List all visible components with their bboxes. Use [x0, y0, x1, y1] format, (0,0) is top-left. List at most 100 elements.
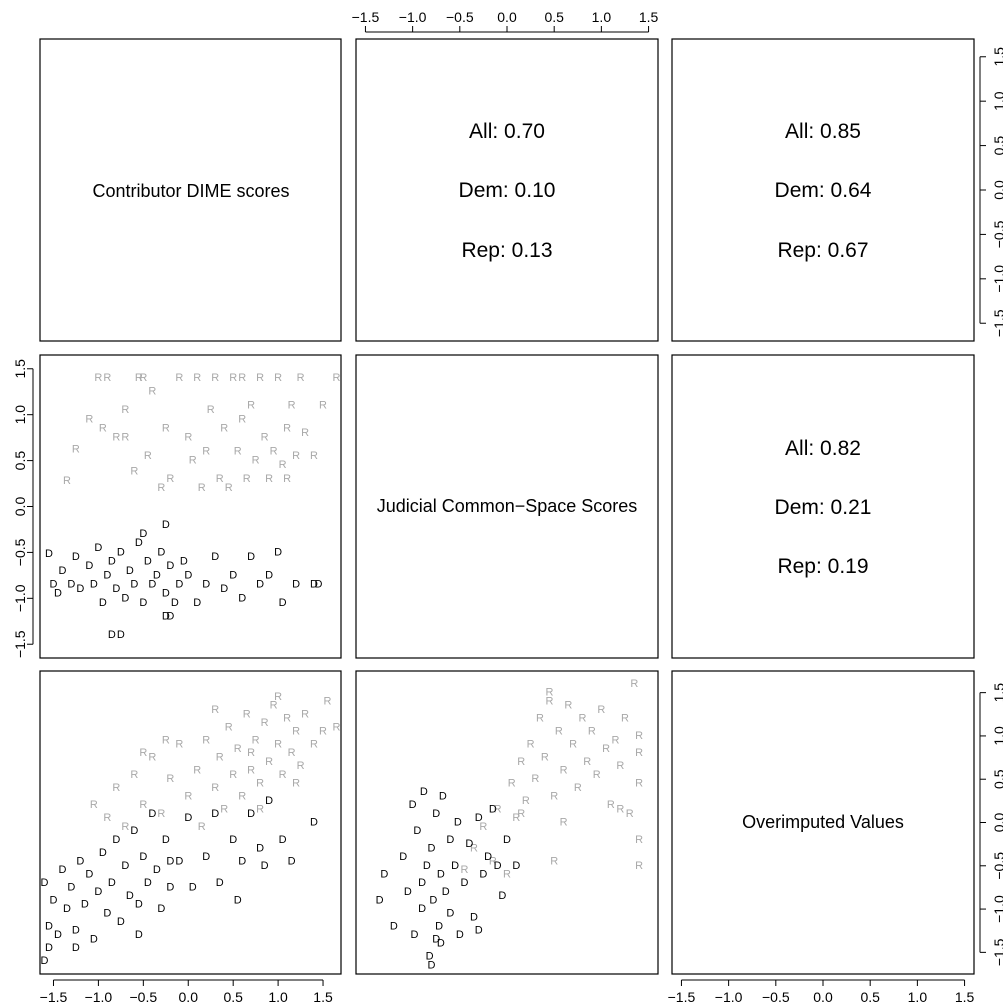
point-rep-p2-13: R	[541, 752, 549, 764]
point-rep-p2-12: R	[536, 713, 544, 725]
point-dem-p2-37: D	[428, 959, 436, 971]
point-rep-p0-22: R	[211, 372, 219, 384]
point-dem-p1-42: D	[279, 834, 287, 846]
point-dem-p0-21: D	[148, 579, 156, 591]
point-dem-p1-4: D	[59, 864, 67, 876]
point-dem-p2-15: D	[432, 808, 440, 820]
point-dem-p0-11: D	[103, 569, 111, 581]
point-rep-p0-29: R	[243, 473, 251, 485]
panel-r2-c2	[671, 670, 975, 975]
point-dem-p0-9: D	[94, 542, 102, 554]
point-rep-p2-34: R	[635, 834, 643, 846]
point-dem-p0-18: D	[135, 537, 143, 549]
point-rep-p1-35: R	[310, 739, 318, 751]
point-rep-p1-11: R	[193, 765, 201, 777]
point-dem-p1-3: D	[54, 929, 62, 941]
tick-label-bottom-c2-5: 1.0	[908, 989, 928, 1005]
point-rep-p0-4: R	[99, 423, 107, 435]
point-dem-p2-16: D	[435, 920, 443, 932]
point-rep-p0-24: R	[220, 423, 228, 435]
point-dem-p0-27: D	[175, 579, 183, 591]
point-rep-p0-12: R	[148, 386, 156, 398]
point-rep-p1-14: R	[211, 782, 219, 794]
point-rep-p1-1: R	[103, 812, 111, 824]
point-rep-p2-17: R	[560, 765, 568, 777]
tick-label-right-r0-4: 0.5	[991, 136, 1003, 156]
point-dem-p2-32: D	[489, 804, 497, 816]
point-rep-p1-5: R	[139, 799, 147, 811]
point-rep-p2-25: R	[597, 704, 605, 716]
tick-label-right-r0-5: 1.0	[991, 91, 1003, 111]
point-dem-p0-35: D	[238, 592, 246, 604]
point-rep-p1-38: R	[333, 721, 341, 733]
tick-label-right-r0-2: −0.5	[991, 220, 1003, 248]
point-rep-p1-41: R	[256, 804, 264, 816]
point-dem-p2-36: D	[512, 860, 520, 872]
point-dem-p1-8: D	[76, 856, 84, 868]
point-dem-p2-21: D	[446, 834, 454, 846]
point-rep-p2-6: R	[508, 778, 516, 790]
point-dem-p1-9: D	[81, 899, 89, 911]
point-rep-p0-15: R	[175, 372, 183, 384]
point-dem-p0-36: D	[247, 551, 255, 563]
point-rep-p0-8: R	[130, 466, 138, 478]
point-rep-p0-45: R	[333, 372, 341, 384]
panel-r2-c0	[39, 670, 342, 975]
point-rep-p1-12: R	[198, 821, 206, 833]
point-rep-p2-2: R	[479, 821, 487, 833]
point-rep-p1-34: R	[301, 708, 309, 720]
point-dem-p0-38: D	[265, 569, 273, 581]
point-rep-p1-45: R	[162, 734, 170, 746]
point-rep-p1-20: R	[238, 791, 246, 803]
point-rep-p1-36: R	[319, 726, 327, 738]
tick-label-bottom-c0-6: 1.5	[313, 989, 333, 1005]
point-rep-p2-16: R	[555, 726, 563, 738]
point-rep-p0-32: R	[256, 372, 264, 384]
point-dem-p2-29: D	[475, 812, 483, 824]
point-rep-p1-18: R	[229, 769, 237, 781]
point-rep-p1-27: R	[270, 700, 278, 712]
point-dem-p0-48: D	[162, 519, 170, 531]
point-rep-p0-48: R	[238, 372, 246, 384]
point-rep-p2-41: R	[546, 687, 554, 699]
point-rep-p2-32: R	[630, 678, 638, 690]
point-dem-p1-19: D	[126, 890, 134, 902]
point-dem-p1-30: D	[184, 812, 192, 824]
point-rep-p2-38: R	[560, 817, 568, 829]
point-rep-p1-0: R	[90, 799, 98, 811]
point-rep-p0-36: R	[274, 372, 282, 384]
point-rep-p2-20: R	[574, 782, 582, 794]
variable-label-dime: Contributor DIME scores	[92, 181, 289, 201]
point-dem-p1-2: D	[50, 894, 58, 906]
point-rep-p0-26: R	[229, 372, 237, 384]
point-dem-p0-6: D	[76, 583, 84, 595]
tick-label-right-r2-6: 1.5	[991, 683, 1003, 703]
point-rep-p0-16: R	[184, 432, 192, 444]
point-dem-p2-19: D	[439, 791, 447, 803]
point-rep-p2-11: R	[531, 773, 539, 785]
point-dem-p2-10: D	[420, 786, 428, 798]
tick-label-left-r1-0: −1.5	[12, 630, 28, 658]
point-dem-p2-5: D	[409, 799, 417, 811]
point-rep-p0-30: R	[247, 400, 255, 412]
panel-r1-c2	[671, 354, 975, 659]
point-dem-p0-19: D	[139, 597, 147, 609]
point-dem-p0-15: D	[121, 592, 129, 604]
point-dem-p1-25: D	[153, 864, 161, 876]
point-rep-p2-4: R	[494, 804, 502, 816]
point-rep-p1-10: R	[184, 791, 192, 803]
point-dem-p1-31: D	[189, 881, 197, 893]
point-rep-p0-21: R	[207, 404, 215, 416]
point-rep-p2-31: R	[626, 808, 634, 820]
point-dem-p0-17: D	[130, 579, 138, 591]
point-dem-p0-42: D	[310, 579, 318, 591]
point-rep-p0-43: R	[310, 450, 318, 462]
point-rep-p2-37: R	[635, 730, 643, 742]
point-dem-p0-49: D	[139, 528, 147, 540]
point-rep-p0-49: R	[283, 473, 291, 485]
corr-all-dime-common-space: All: 0.70	[469, 120, 545, 143]
point-rep-p0-23: R	[216, 473, 224, 485]
point-dem-p2-9: D	[418, 903, 426, 915]
point-dem-p1-47: D	[72, 942, 80, 954]
point-rep-p1-25: R	[261, 717, 269, 729]
